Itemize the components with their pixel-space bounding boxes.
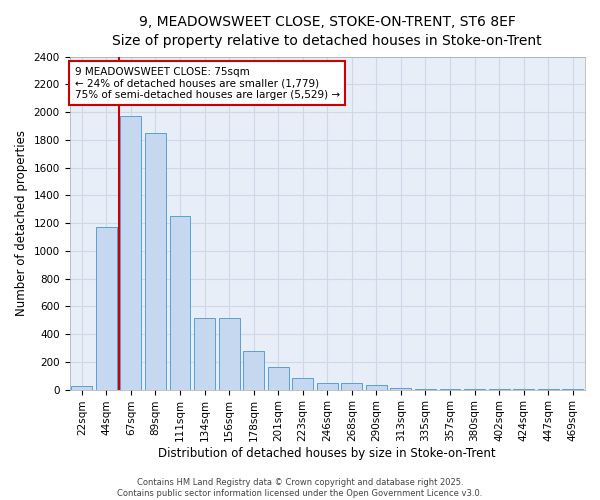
Bar	[440, 389, 460, 390]
X-axis label: Distribution of detached houses by size in Stoke-on-Trent: Distribution of detached houses by size …	[158, 447, 496, 460]
Bar	[71, 386, 92, 390]
Text: Contains HM Land Registry data © Crown copyright and database right 2025.
Contai: Contains HM Land Registry data © Crown c…	[118, 478, 482, 498]
Bar	[366, 384, 387, 390]
Bar	[341, 384, 362, 390]
Bar	[317, 384, 338, 390]
Bar	[268, 368, 289, 390]
Bar	[145, 133, 166, 390]
Bar	[243, 352, 264, 390]
Y-axis label: Number of detached properties: Number of detached properties	[15, 130, 28, 316]
Bar	[391, 388, 412, 390]
Bar	[96, 226, 117, 390]
Bar	[121, 116, 142, 390]
Bar	[194, 318, 215, 390]
Bar	[415, 389, 436, 390]
Text: 9 MEADOWSWEET CLOSE: 75sqm
← 24% of detached houses are smaller (1,779)
75% of s: 9 MEADOWSWEET CLOSE: 75sqm ← 24% of deta…	[74, 66, 340, 100]
Bar	[292, 378, 313, 390]
Title: 9, MEADOWSWEET CLOSE, STOKE-ON-TRENT, ST6 8EF
Size of property relative to detac: 9, MEADOWSWEET CLOSE, STOKE-ON-TRENT, ST…	[112, 15, 542, 48]
Bar	[170, 216, 190, 390]
Bar	[218, 318, 239, 390]
